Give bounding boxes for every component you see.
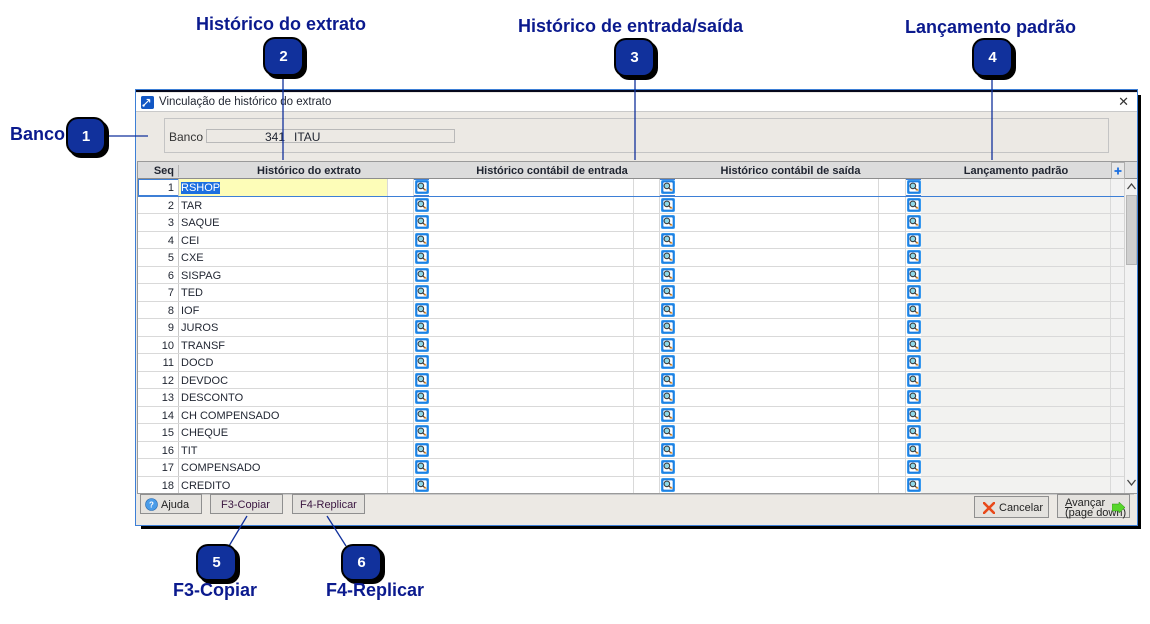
svg-text:?: ? [149,501,154,510]
